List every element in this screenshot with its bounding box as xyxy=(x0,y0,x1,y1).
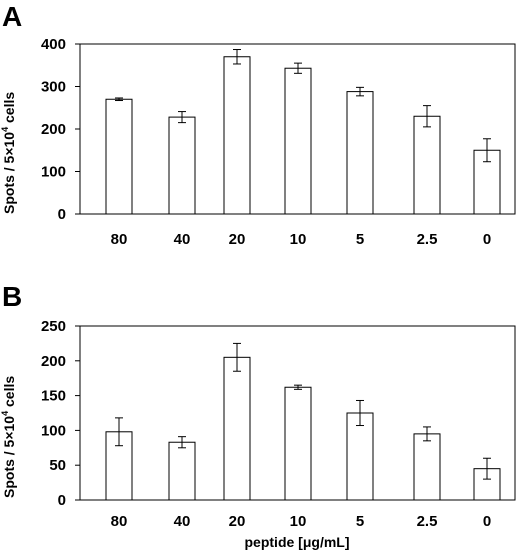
x-tick-label: 10 xyxy=(290,513,307,530)
bar-40 xyxy=(168,116,196,215)
x-tick-label: 0 xyxy=(483,513,491,530)
y-tick-label: 0 xyxy=(58,492,66,509)
y-tick-label: 200 xyxy=(41,353,66,370)
y-tick-label: 100 xyxy=(41,164,66,181)
bar-5 xyxy=(346,412,374,501)
error-bar-2.5 xyxy=(423,105,431,128)
error-bar-40 xyxy=(178,111,186,124)
error-bar-5 xyxy=(356,86,364,97)
y-tick-label: 250 xyxy=(41,318,66,335)
x-tick-label: 20 xyxy=(229,231,246,248)
x-tick-label: 80 xyxy=(111,231,128,248)
x-tick-label: 10 xyxy=(290,231,307,248)
bar-80 xyxy=(105,98,133,215)
bars-b xyxy=(105,356,501,501)
y-tick-label: 100 xyxy=(41,422,66,439)
x-tick-label: 0 xyxy=(483,231,491,248)
x-tick-label: 2.5 xyxy=(417,231,438,248)
bar-0 xyxy=(473,468,501,501)
x-tick-label: 2.5 xyxy=(417,513,438,530)
error-bars-a xyxy=(115,49,491,163)
y-tick-label: 150 xyxy=(41,388,66,405)
panel-letter-b: B xyxy=(2,281,22,312)
y-tick-label: 0 xyxy=(58,206,66,223)
x-tick-label: 40 xyxy=(174,513,191,530)
x-tick-label: 80 xyxy=(111,513,128,530)
bar-2.5 xyxy=(413,115,441,215)
bar-20 xyxy=(223,56,251,215)
error-bar-10 xyxy=(294,384,302,390)
bar-2.5 xyxy=(413,433,441,501)
error-bars-b xyxy=(115,342,491,480)
error-bar-80 xyxy=(115,417,123,447)
x-ticks-a: 80 40 20 10 5 2.5 0 xyxy=(111,231,492,248)
x-ticks-b: 80 40 20 10 5 2.5 0 xyxy=(111,513,492,530)
x-axis-label-b: peptide [μg/mL] xyxy=(245,534,350,550)
error-bar-20 xyxy=(233,49,241,65)
bar-5 xyxy=(346,91,374,215)
y-axis-label-a: Spots / 5×104 cells xyxy=(0,92,17,214)
panel-b: B 0 50 100 150 200 250 80 40 20 10 5 2.5 0 Spots / … xyxy=(0,281,516,550)
y-tick-label: 200 xyxy=(41,121,66,138)
y-axis-label-b: Spots / 5×104 cells xyxy=(0,376,17,498)
error-bar-80 xyxy=(115,97,123,102)
y-tick-label: 50 xyxy=(49,457,66,474)
bars-a xyxy=(105,56,501,215)
y-ticks-a: 0 100 200 300 400 xyxy=(41,36,80,223)
bar-10 xyxy=(284,67,312,215)
y-ticks-b: 0 50 100 150 200 250 xyxy=(41,318,80,509)
error-bar-0 xyxy=(483,457,491,480)
x-tick-label: 5 xyxy=(356,231,364,248)
error-bar-2.5 xyxy=(423,426,431,442)
panel-letter-a: A xyxy=(2,1,22,32)
error-bar-0 xyxy=(483,138,491,163)
error-bar-20 xyxy=(233,342,241,372)
bar-40 xyxy=(168,441,196,501)
bar-80 xyxy=(105,431,133,501)
error-bar-10 xyxy=(294,62,302,74)
x-tick-label: 40 xyxy=(174,231,191,248)
x-tick-label: 20 xyxy=(229,513,246,530)
error-bar-5 xyxy=(356,399,364,427)
bar-10 xyxy=(284,386,312,501)
y-tick-label: 400 xyxy=(41,36,66,53)
y-tick-label: 300 xyxy=(41,79,66,96)
bar-20 xyxy=(223,356,251,501)
error-bar-40 xyxy=(178,436,186,449)
panel-a: A 0 100 200 300 400 80 40 20 10 5 2.5 0 Spots / 5×… xyxy=(0,1,516,248)
x-tick-label: 5 xyxy=(356,513,364,530)
